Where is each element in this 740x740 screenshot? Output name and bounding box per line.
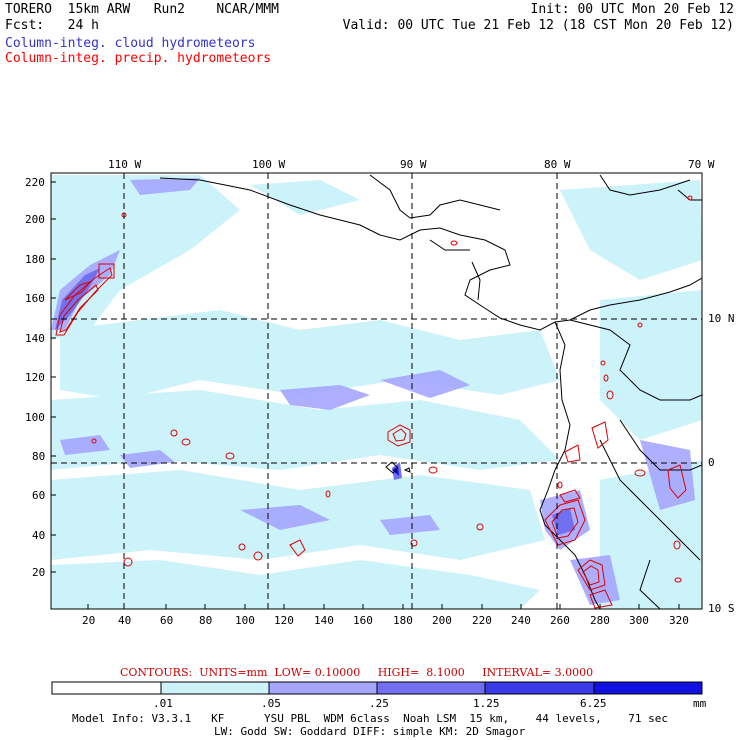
lon-label-90w: 90 W [400, 158, 427, 171]
footer-physics-info: LW: Godd SW: Goddard DIFF: simple KM: 2D… [214, 725, 526, 738]
graticule [51, 173, 702, 609]
x-tick: 240 [511, 614, 531, 627]
colorbar-unit: mm [693, 697, 707, 710]
y-tick: 120 [25, 371, 45, 384]
x-tick: 120 [274, 614, 294, 627]
contour-info: CONTOURS: UNITS=mm LOW= 0.10000 HIGH= 8.… [120, 666, 594, 679]
header-valid-time: Valid: 00 UTC Tue 21 Feb 12 (18 CST Mon … [342, 18, 734, 33]
y-tick: 60 [32, 489, 46, 502]
x-tick: 280 [590, 614, 610, 627]
header-forecast-hour: Fcst: 24 h [5, 18, 99, 33]
header-model-title: TORERO 15km ARW Run2 NCAR/MMM [5, 2, 279, 17]
x-tick: 320 [669, 614, 689, 627]
x-tick: 60 [160, 614, 174, 627]
lon-label-100w: 100 W [252, 158, 286, 171]
x-tick: 40 [118, 614, 132, 627]
x-tick: 180 [393, 614, 413, 627]
cloud-shading [51, 173, 702, 609]
lon-label-110w: 110 W [108, 158, 142, 171]
axis-ticks [51, 181, 680, 609]
y-tick: 100 [25, 411, 45, 424]
footer-model-info: Model Info: V3.3.1 KF YSU PBL WDM 6class… [72, 712, 669, 725]
y-tick: 20 [32, 566, 46, 579]
y-tick: 160 [25, 292, 45, 305]
x-tick: 140 [314, 614, 334, 627]
y-tick: 220 [25, 176, 45, 189]
lat-label-10s: 10 S [708, 602, 735, 615]
lon-label-70w: 70 W [688, 158, 715, 171]
precip-contours [55, 195, 693, 609]
x-tick: 300 [629, 614, 649, 627]
y-tick: 200 [25, 213, 45, 226]
lat-label-10n: 10 N [708, 312, 735, 325]
y-tick: 140 [25, 332, 45, 345]
y-tick: 80 [32, 450, 46, 463]
colorbar-label: .05 [261, 697, 281, 710]
coastlines [159, 174, 702, 609]
map-frame [50, 172, 703, 610]
lon-label-80w: 80 W [544, 158, 571, 171]
header-init-time: Init: 00 UTC Mon 20 Feb 12 [530, 2, 735, 17]
colorbar-label: 1.25 [473, 697, 500, 710]
colorbar-label: 6.25 [580, 697, 607, 710]
lat-label-0: 0 [708, 456, 715, 469]
y-tick: 180 [25, 253, 45, 266]
x-tick: 220 [472, 614, 492, 627]
y-tick: 40 [32, 529, 46, 542]
legend-precip-hydrometeors: Column-integ. precip. hydrometeors [5, 51, 272, 66]
x-tick: 160 [353, 614, 373, 627]
x-tick: 100 [235, 614, 255, 627]
x-tick: 260 [550, 614, 570, 627]
colorbar-label: .01 [153, 697, 173, 710]
colorbar-label: .25 [369, 697, 389, 710]
x-tick: 80 [199, 614, 213, 627]
legend-cloud-hydrometeors: Column-integ. cloud hydrometeors [5, 36, 256, 51]
x-tick: 200 [432, 614, 452, 627]
x-tick: 20 [82, 614, 96, 627]
